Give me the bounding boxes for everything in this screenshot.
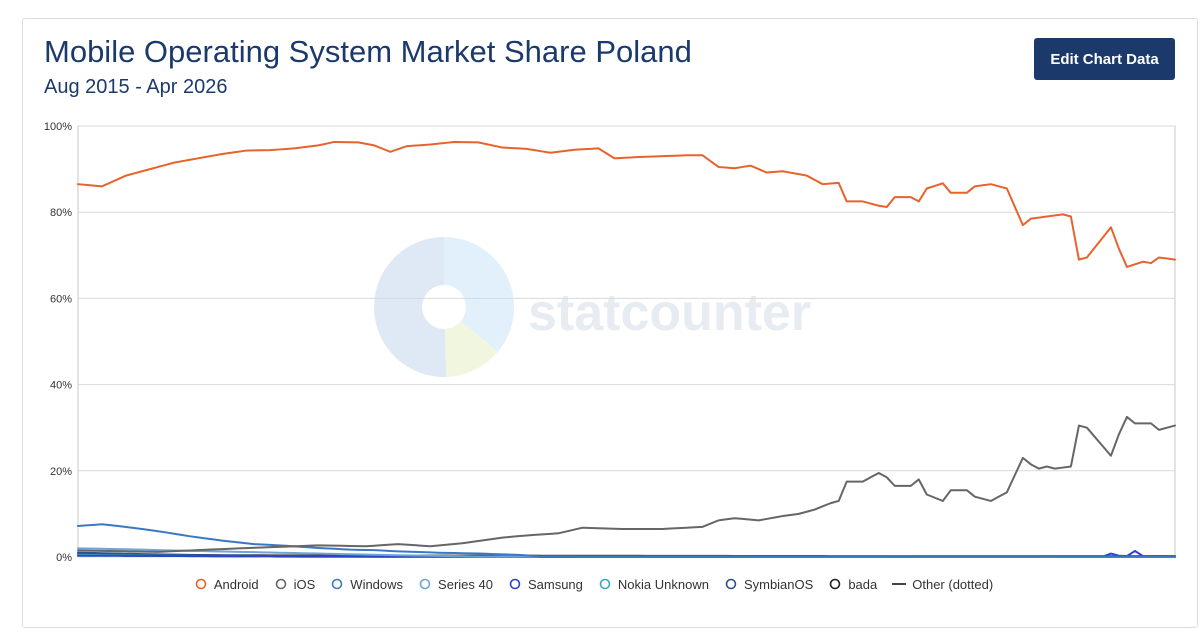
chart-legend: Android iOS Windows Series 40 Samsung Nokia U…: [0, 572, 1200, 596]
watermark-logo-hole: [422, 285, 466, 329]
legend-circle-marker: [193, 578, 209, 590]
line-chart: statcounter 0% 20% 40% 60% 80% 100%: [44, 121, 1176, 564]
legend-line-marker: [891, 578, 907, 590]
legend-item-android[interactable]: Android: [193, 577, 259, 592]
legend-item-bada[interactable]: bada: [827, 577, 877, 592]
legend-label: Series 40: [438, 576, 493, 592]
chart-series: [77, 140, 1176, 558]
legend-item-windows[interactable]: Windows: [329, 577, 403, 592]
legend-label: iOS: [293, 576, 316, 592]
legend-circle-marker: [827, 578, 843, 590]
legend-circle-marker: [273, 578, 289, 590]
legend-item-samsung[interactable]: Samsung: [507, 577, 583, 592]
legend-item-ios[interactable]: iOS: [273, 576, 316, 592]
chart-card: [22, 18, 1198, 628]
legend-circle-marker: [329, 578, 345, 590]
legend-label: bada: [848, 576, 878, 592]
legend-label: SymbianOS: [743, 576, 814, 592]
y-tick-label: 60%: [50, 293, 72, 305]
legend-circle-marker: [597, 578, 613, 590]
watermark-logo-segment: [444, 307, 498, 377]
y-axis-ticks: 0% 20% 40% 60% 80% 100%: [44, 121, 72, 564]
legend-item-other-dotted[interactable]: Other (dotted): [891, 577, 993, 592]
y-tick-label: 20%: [50, 466, 72, 478]
legend-item-symbianos[interactable]: SymbianOS: [723, 577, 813, 592]
y-tick-label: 100%: [44, 121, 72, 133]
chart-subtitle: Aug 2015 - Apr 2026: [44, 76, 228, 98]
legend-circle-marker: [723, 578, 739, 590]
watermark-text: statcounter: [528, 284, 811, 342]
series-line-android: [77, 140, 1176, 268]
chart-title: Mobile Operating System Market Share Pol…: [44, 34, 692, 69]
legend-label: Samsung: [527, 576, 583, 592]
edit-chart-data-button[interactable]: Edit Chart Data: [1034, 38, 1175, 80]
watermark-logo-segment: [373, 237, 447, 377]
y-tick-label: 80%: [50, 207, 72, 219]
watermark-logo-segment: [444, 237, 514, 352]
series-line-ios: [77, 415, 1176, 553]
legend-label: Windows: [350, 576, 404, 592]
legend-label: Android: [213, 576, 259, 592]
statcounter-watermark: statcounter: [373, 237, 811, 377]
legend-item-series-40[interactable]: Series 40: [417, 577, 493, 592]
y-tick-label: 40%: [50, 380, 72, 392]
legend-circle-marker: [507, 578, 523, 590]
legend-circle-marker: [417, 578, 433, 590]
y-tick-label: 0%: [56, 552, 72, 564]
legend-item-nokia-unknown[interactable]: Nokia Unknown: [597, 577, 709, 592]
legend-label: Other (dotted): [912, 576, 994, 592]
series-line-windows: [77, 523, 1176, 558]
legend-label: Nokia Unknown: [617, 576, 709, 592]
